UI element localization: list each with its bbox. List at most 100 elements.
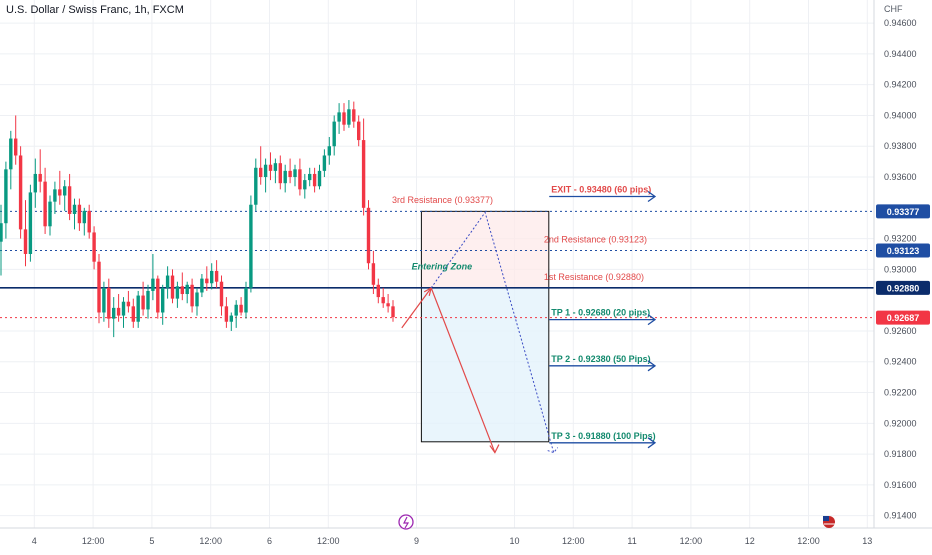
candle-body xyxy=(170,275,175,299)
candles xyxy=(0,100,395,338)
y-tick-label: 0.92600 xyxy=(884,326,917,336)
candle-body xyxy=(82,210,86,224)
candle-body xyxy=(327,146,331,156)
candle-body xyxy=(180,286,184,295)
target-label: TP 3 - 0.91880 (100 Pips) xyxy=(551,431,655,441)
candle-body xyxy=(102,287,106,313)
price-tag-label: 0.93123 xyxy=(887,246,920,256)
candle-body xyxy=(87,210,91,233)
candle-body xyxy=(141,295,145,310)
annotations: 3rd Resistance (0.93377) 2nd Resistance (… xyxy=(392,184,657,449)
candle-body xyxy=(239,304,243,313)
candle-body xyxy=(72,204,77,214)
y-tick-label: 0.91800 xyxy=(884,449,917,459)
candle-body xyxy=(116,307,121,316)
us-flag-icon-canton xyxy=(823,516,829,521)
y-tick-label: 0.93800 xyxy=(884,141,917,151)
y-tick-label: 0.92200 xyxy=(884,388,917,398)
candle-body xyxy=(288,170,292,178)
candle-body xyxy=(48,201,52,227)
x-tick-label: 12:00 xyxy=(317,536,340,546)
price-tag-label: 0.93377 xyxy=(887,207,920,217)
candle-body xyxy=(126,301,131,307)
x-tick-label: 12:00 xyxy=(199,536,222,546)
candle-body xyxy=(219,281,224,307)
x-tick-label: 11 xyxy=(627,536,636,546)
candle-body xyxy=(97,261,101,313)
x-tick-label: 13 xyxy=(862,536,872,546)
candle-body xyxy=(165,275,170,288)
candle-body xyxy=(58,189,62,196)
candle-body xyxy=(9,138,13,170)
candle-body xyxy=(0,223,3,242)
candle-body xyxy=(381,297,385,304)
candle-body xyxy=(273,163,278,171)
y-tick-label: 0.93000 xyxy=(884,264,917,274)
x-tick-label: 5 xyxy=(149,536,154,546)
y-tick-label: 0.94200 xyxy=(884,80,917,90)
lightning-icon xyxy=(398,514,414,530)
candle-body xyxy=(366,207,371,264)
x-tick-label: 4 xyxy=(32,536,37,546)
target-label: EXIT - 0.93480 (60 pips) xyxy=(551,184,651,194)
candle-body xyxy=(391,306,395,318)
candle-body xyxy=(234,304,238,316)
candle-body xyxy=(361,140,366,208)
candle-body xyxy=(185,284,189,295)
candle-body xyxy=(161,287,165,313)
candle-body xyxy=(337,112,341,122)
candle-body xyxy=(224,306,229,322)
candle-body xyxy=(347,109,351,125)
candle-body xyxy=(283,170,287,184)
candle-body xyxy=(332,121,336,147)
x-tick-label: 12:00 xyxy=(797,536,820,546)
target-arrowhead xyxy=(647,314,657,326)
resistance-label: 3rd Resistance (0.93377) xyxy=(392,195,493,205)
candle-body xyxy=(376,284,380,298)
target-arrowhead xyxy=(647,190,657,203)
reward-zone-fill xyxy=(421,287,549,442)
candle-body xyxy=(53,189,57,202)
candle-body xyxy=(357,121,361,141)
candle-body xyxy=(38,173,42,182)
y-tick-label: 0.92400 xyxy=(884,357,917,367)
candle-body xyxy=(268,164,273,171)
trade-zone xyxy=(420,210,550,443)
arrowhead xyxy=(489,444,500,454)
candle-body xyxy=(293,169,297,178)
x-tick-label: 12 xyxy=(745,536,755,546)
candle-body xyxy=(190,284,194,307)
y-tick-label: 0.93600 xyxy=(884,172,917,182)
target-arrowhead xyxy=(647,437,657,449)
price-tag-label: 0.92687 xyxy=(887,313,920,323)
candle-body xyxy=(121,301,126,316)
y-tick-label: 0.94400 xyxy=(884,49,917,59)
candle-body xyxy=(136,295,140,322)
lightning-icon-circle xyxy=(398,514,414,530)
candle-body xyxy=(312,173,317,187)
candle-body xyxy=(386,303,390,307)
candle-body xyxy=(342,112,346,125)
price-tag xyxy=(876,280,930,295)
symbol-title: U.S. Dollar / Swiss Franc, 1h, FXCM xyxy=(6,4,184,16)
dotted-arrowhead xyxy=(547,447,559,454)
candle-body xyxy=(308,173,312,181)
price-tag-label: 0.92880 xyxy=(887,283,920,293)
x-tick-label: 9 xyxy=(414,536,419,546)
candle-body xyxy=(263,164,268,178)
candle-body xyxy=(317,170,322,187)
candle-body xyxy=(210,270,214,284)
candle-body xyxy=(14,138,18,156)
candle-body xyxy=(195,292,199,307)
candle-body xyxy=(352,109,356,122)
x-tick-label: 6 xyxy=(267,536,272,546)
candle-body xyxy=(214,270,219,282)
candle-body xyxy=(92,232,96,262)
candle-body xyxy=(303,180,307,190)
candle-body xyxy=(298,169,302,190)
entering-zone-label: Entering Zone xyxy=(412,261,473,271)
candle-body xyxy=(151,278,155,291)
